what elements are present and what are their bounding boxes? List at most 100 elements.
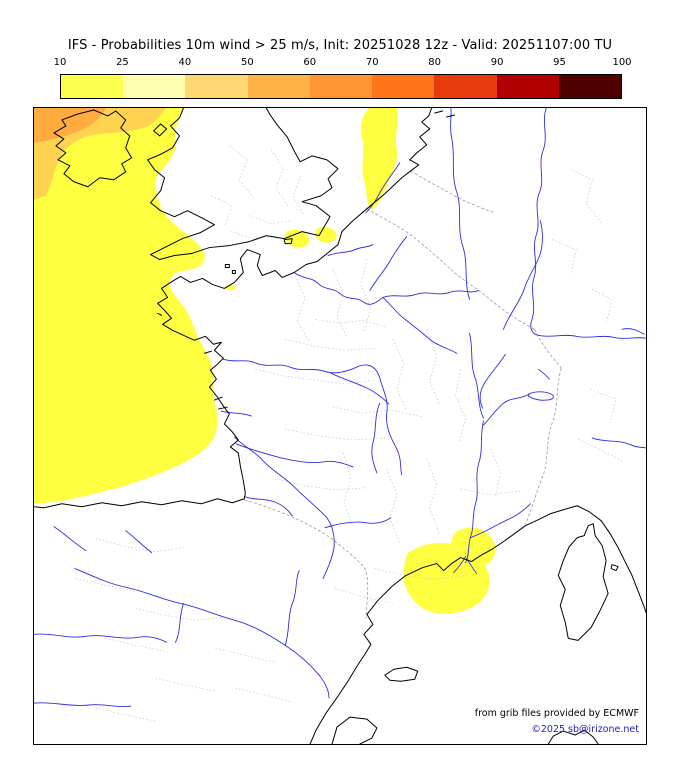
colorbar-tick-label: 10 <box>53 57 67 68</box>
admin-boundary-line <box>332 406 423 418</box>
river-saone <box>469 332 484 419</box>
great-britain-coast <box>147 108 339 261</box>
prob-region-nw-corner <box>34 108 106 143</box>
admin-boundary-line <box>590 388 617 424</box>
menorca-coast <box>384 666 419 682</box>
prob-region-north-sea <box>361 108 398 210</box>
colorbar-tick-label: 90 <box>490 57 504 68</box>
river-lot <box>324 517 392 529</box>
river-charente <box>220 410 252 417</box>
river-ebro <box>74 568 330 699</box>
admin-boundary-line <box>229 145 256 200</box>
admin-boundary-line <box>231 231 278 239</box>
admin-boundary-line <box>249 215 292 224</box>
colorbar-tick-label: 50 <box>240 57 254 68</box>
admin-boundary-line <box>294 275 310 342</box>
river-cher <box>330 372 390 405</box>
colorbar-segment <box>558 75 621 98</box>
isle-of-wight-coast <box>283 238 293 245</box>
river-mino <box>53 526 87 552</box>
colorbar-segment <box>496 75 559 98</box>
colorbar-tick-label: 80 <box>428 57 442 68</box>
sardinia-coast <box>547 729 599 744</box>
colorbar-tick-label: 60 <box>303 57 317 68</box>
admin-boundary-line <box>95 707 156 722</box>
admin-boundary-line <box>285 338 375 351</box>
prob-region-channel-2 <box>315 226 337 243</box>
admin-boundary-line <box>270 149 290 208</box>
probability-shading <box>34 108 496 614</box>
rivers <box>34 108 646 708</box>
ile-oleron-coast <box>217 406 228 410</box>
admin-boundary-line <box>374 568 465 580</box>
lake-neuchatel <box>537 368 550 380</box>
river-moselle <box>503 220 543 330</box>
admin-boundary-line <box>155 677 216 692</box>
river-duero <box>34 633 168 643</box>
admin-boundary-line <box>578 438 623 462</box>
river-tajo <box>34 702 132 708</box>
river-somme <box>327 244 374 256</box>
admin-boundary-line <box>460 488 521 496</box>
river-jalon <box>175 602 184 643</box>
river-rhone <box>465 420 484 564</box>
country-borders <box>244 170 562 619</box>
colorbar-tick-label: 40 <box>178 57 192 68</box>
river-loire <box>222 358 403 476</box>
admin-boundary-line <box>285 428 387 441</box>
admin-boundary-line <box>95 538 184 552</box>
admin-boundary-line <box>360 259 372 332</box>
admin-boundary-line <box>215 647 276 663</box>
ireland-coast <box>53 109 133 188</box>
frisian-island-1 <box>434 110 444 114</box>
river-rhine <box>530 108 646 339</box>
river-oise <box>369 236 408 291</box>
colorbar-scale <box>60 74 622 99</box>
lake-geneva <box>527 391 554 401</box>
frisian-island-2 <box>446 114 456 118</box>
elba-coast <box>610 564 619 572</box>
map-canvas <box>34 108 646 744</box>
river-po <box>591 437 646 449</box>
colorbar-segment <box>247 75 310 98</box>
admin-boundary-line <box>332 269 348 338</box>
ouessant-coast <box>157 312 163 316</box>
admin-boundary-line <box>275 478 365 491</box>
border-france-italy <box>525 368 562 525</box>
river-scheldt <box>365 162 401 214</box>
admin-boundary-line <box>75 578 136 592</box>
river-meuse <box>450 108 471 300</box>
border-belgium-netherlands <box>410 170 495 214</box>
admin-boundary-line <box>292 175 305 216</box>
admin-boundary-line <box>552 239 577 274</box>
admin-boundaries <box>75 145 623 722</box>
channel-island-guernsey <box>224 264 230 268</box>
colorbar-tick-label: 25 <box>116 57 129 68</box>
colorbar-segment <box>309 75 373 98</box>
colorbar-tick-labels: 10 25 40 50 60 70 80 90 95 100 <box>54 57 632 71</box>
river-rhone-upper <box>483 393 530 426</box>
river-seine <box>293 272 458 354</box>
admin-boundary-line <box>105 637 166 652</box>
river-dordogne <box>235 443 354 468</box>
map-frame: from grib files provided by ECMWF ©2025 … <box>33 107 647 745</box>
colorbar-segment <box>185 75 248 98</box>
border-france-germany <box>450 269 535 330</box>
admin-boundary-line <box>386 468 401 543</box>
corsica-coast <box>557 523 609 641</box>
river-segre <box>284 570 300 646</box>
border-france-belgium <box>366 208 451 270</box>
mallorca-coast <box>331 716 378 744</box>
river-durance <box>470 503 531 539</box>
admin-boundary-line <box>211 195 232 226</box>
river-cantabrian <box>125 530 153 554</box>
colorbar-segment <box>372 75 435 98</box>
admin-boundary-line <box>315 318 385 327</box>
isle-of-man-coast <box>153 123 168 137</box>
ecmwf-credit: from grib files provided by ECMWF <box>474 708 639 719</box>
colorbar-segment <box>434 75 497 98</box>
probability-colorbar: 10 25 40 50 60 70 80 90 95 100 <box>54 57 632 101</box>
border-france-spain <box>244 499 369 619</box>
admin-boundary-line <box>334 588 393 604</box>
